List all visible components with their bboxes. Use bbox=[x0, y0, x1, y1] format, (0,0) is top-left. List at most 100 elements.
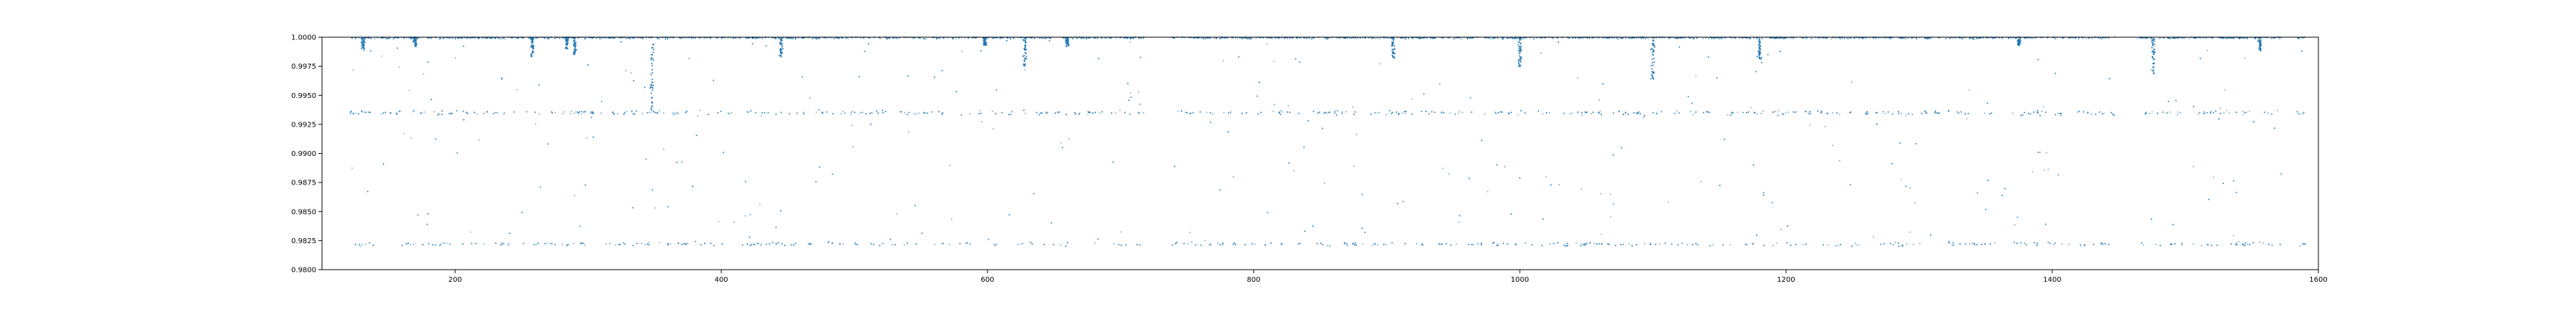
data-point bbox=[1379, 112, 1380, 114]
data-point bbox=[2238, 240, 2240, 242]
data-point bbox=[1362, 37, 1363, 39]
data-point bbox=[1571, 112, 1573, 114]
data-point bbox=[1353, 165, 1355, 167]
data-point bbox=[573, 112, 575, 114]
data-point bbox=[1689, 37, 1690, 39]
data-point bbox=[931, 111, 933, 113]
data-point bbox=[1461, 39, 1463, 40]
data-point bbox=[1274, 37, 1277, 39]
data-point bbox=[809, 243, 811, 245]
data-point bbox=[663, 112, 665, 114]
data-point bbox=[1374, 112, 1376, 114]
data-point bbox=[1760, 112, 1762, 114]
data-point bbox=[2177, 114, 2179, 116]
data-point bbox=[1785, 112, 1787, 114]
data-point bbox=[630, 72, 632, 74]
data-point bbox=[1204, 38, 1206, 40]
data-point bbox=[564, 111, 565, 113]
data-point bbox=[1654, 243, 1657, 245]
data-point bbox=[1961, 37, 1962, 39]
data-point bbox=[547, 37, 548, 39]
data-point bbox=[1398, 113, 1400, 114]
data-point bbox=[1609, 193, 1611, 195]
data-point bbox=[2037, 152, 2039, 153]
data-point bbox=[1802, 244, 1804, 245]
data-point bbox=[422, 73, 424, 75]
data-point bbox=[1911, 114, 1913, 115]
data-point bbox=[842, 111, 844, 112]
data-point bbox=[987, 239, 990, 240]
data-point bbox=[1974, 244, 1976, 246]
data-point bbox=[2039, 151, 2041, 153]
data-point bbox=[1823, 244, 1825, 245]
data-point bbox=[803, 112, 804, 114]
data-point bbox=[992, 110, 993, 112]
data-point bbox=[1584, 244, 1586, 246]
data-point bbox=[2259, 241, 2260, 243]
data-point bbox=[980, 109, 982, 112]
data-point bbox=[992, 128, 994, 129]
data-point bbox=[2077, 38, 2079, 40]
data-point bbox=[1968, 242, 1971, 245]
data-point bbox=[580, 225, 581, 227]
data-point bbox=[918, 112, 919, 114]
data-point bbox=[365, 243, 367, 245]
data-point bbox=[2235, 243, 2236, 245]
data-point bbox=[1945, 38, 1946, 40]
data-point bbox=[1842, 38, 1844, 39]
data-point bbox=[2212, 177, 2215, 178]
data-point bbox=[1579, 37, 1581, 39]
data-point bbox=[1186, 112, 1188, 114]
data-point bbox=[1083, 37, 1085, 39]
data-point bbox=[899, 111, 901, 113]
data-point bbox=[1976, 192, 1979, 194]
data-point bbox=[2243, 243, 2244, 245]
data-point bbox=[1006, 39, 1008, 41]
data-point bbox=[537, 37, 539, 39]
data-point bbox=[903, 244, 905, 246]
data-point bbox=[1324, 182, 1325, 184]
data-point bbox=[995, 89, 997, 91]
data-point bbox=[1625, 37, 1627, 39]
data-point bbox=[2014, 224, 2016, 226]
data-point bbox=[476, 113, 478, 115]
data-point bbox=[2158, 37, 2160, 39]
data-point bbox=[381, 55, 383, 57]
data-point bbox=[1905, 114, 1907, 117]
data-point bbox=[1272, 110, 1274, 112]
data-point bbox=[1351, 37, 1352, 39]
data-point bbox=[349, 112, 351, 114]
data-point bbox=[1186, 242, 1189, 245]
data-point bbox=[580, 111, 582, 113]
data-point bbox=[1077, 37, 1079, 39]
data-point bbox=[896, 213, 898, 215]
data-point bbox=[483, 242, 484, 245]
data-point bbox=[1191, 241, 1193, 243]
data-point bbox=[625, 111, 628, 112]
data-point bbox=[1293, 170, 1294, 172]
data-point bbox=[600, 112, 602, 114]
data-point bbox=[1377, 112, 1379, 114]
data-point bbox=[1045, 111, 1047, 113]
data-point bbox=[555, 112, 556, 114]
data-point bbox=[1778, 109, 1780, 112]
data-point bbox=[1839, 113, 1840, 115]
data-point bbox=[749, 214, 751, 216]
data-point bbox=[1984, 243, 1986, 245]
data-point bbox=[509, 243, 510, 245]
data-point bbox=[1782, 114, 1785, 116]
data-point bbox=[1470, 37, 1472, 39]
data-point bbox=[605, 242, 607, 245]
data-point bbox=[1755, 71, 1757, 73]
data-point bbox=[1778, 37, 1780, 39]
data-point bbox=[1210, 122, 1211, 124]
data-point bbox=[1767, 54, 1769, 56]
data-point bbox=[585, 111, 586, 112]
data-point bbox=[2034, 37, 2036, 39]
data-point bbox=[2024, 242, 2026, 244]
data-point bbox=[554, 37, 555, 39]
data-point bbox=[741, 244, 743, 246]
data-point bbox=[1094, 242, 1096, 244]
data-point bbox=[2225, 109, 2228, 112]
data-point bbox=[1385, 114, 1387, 116]
